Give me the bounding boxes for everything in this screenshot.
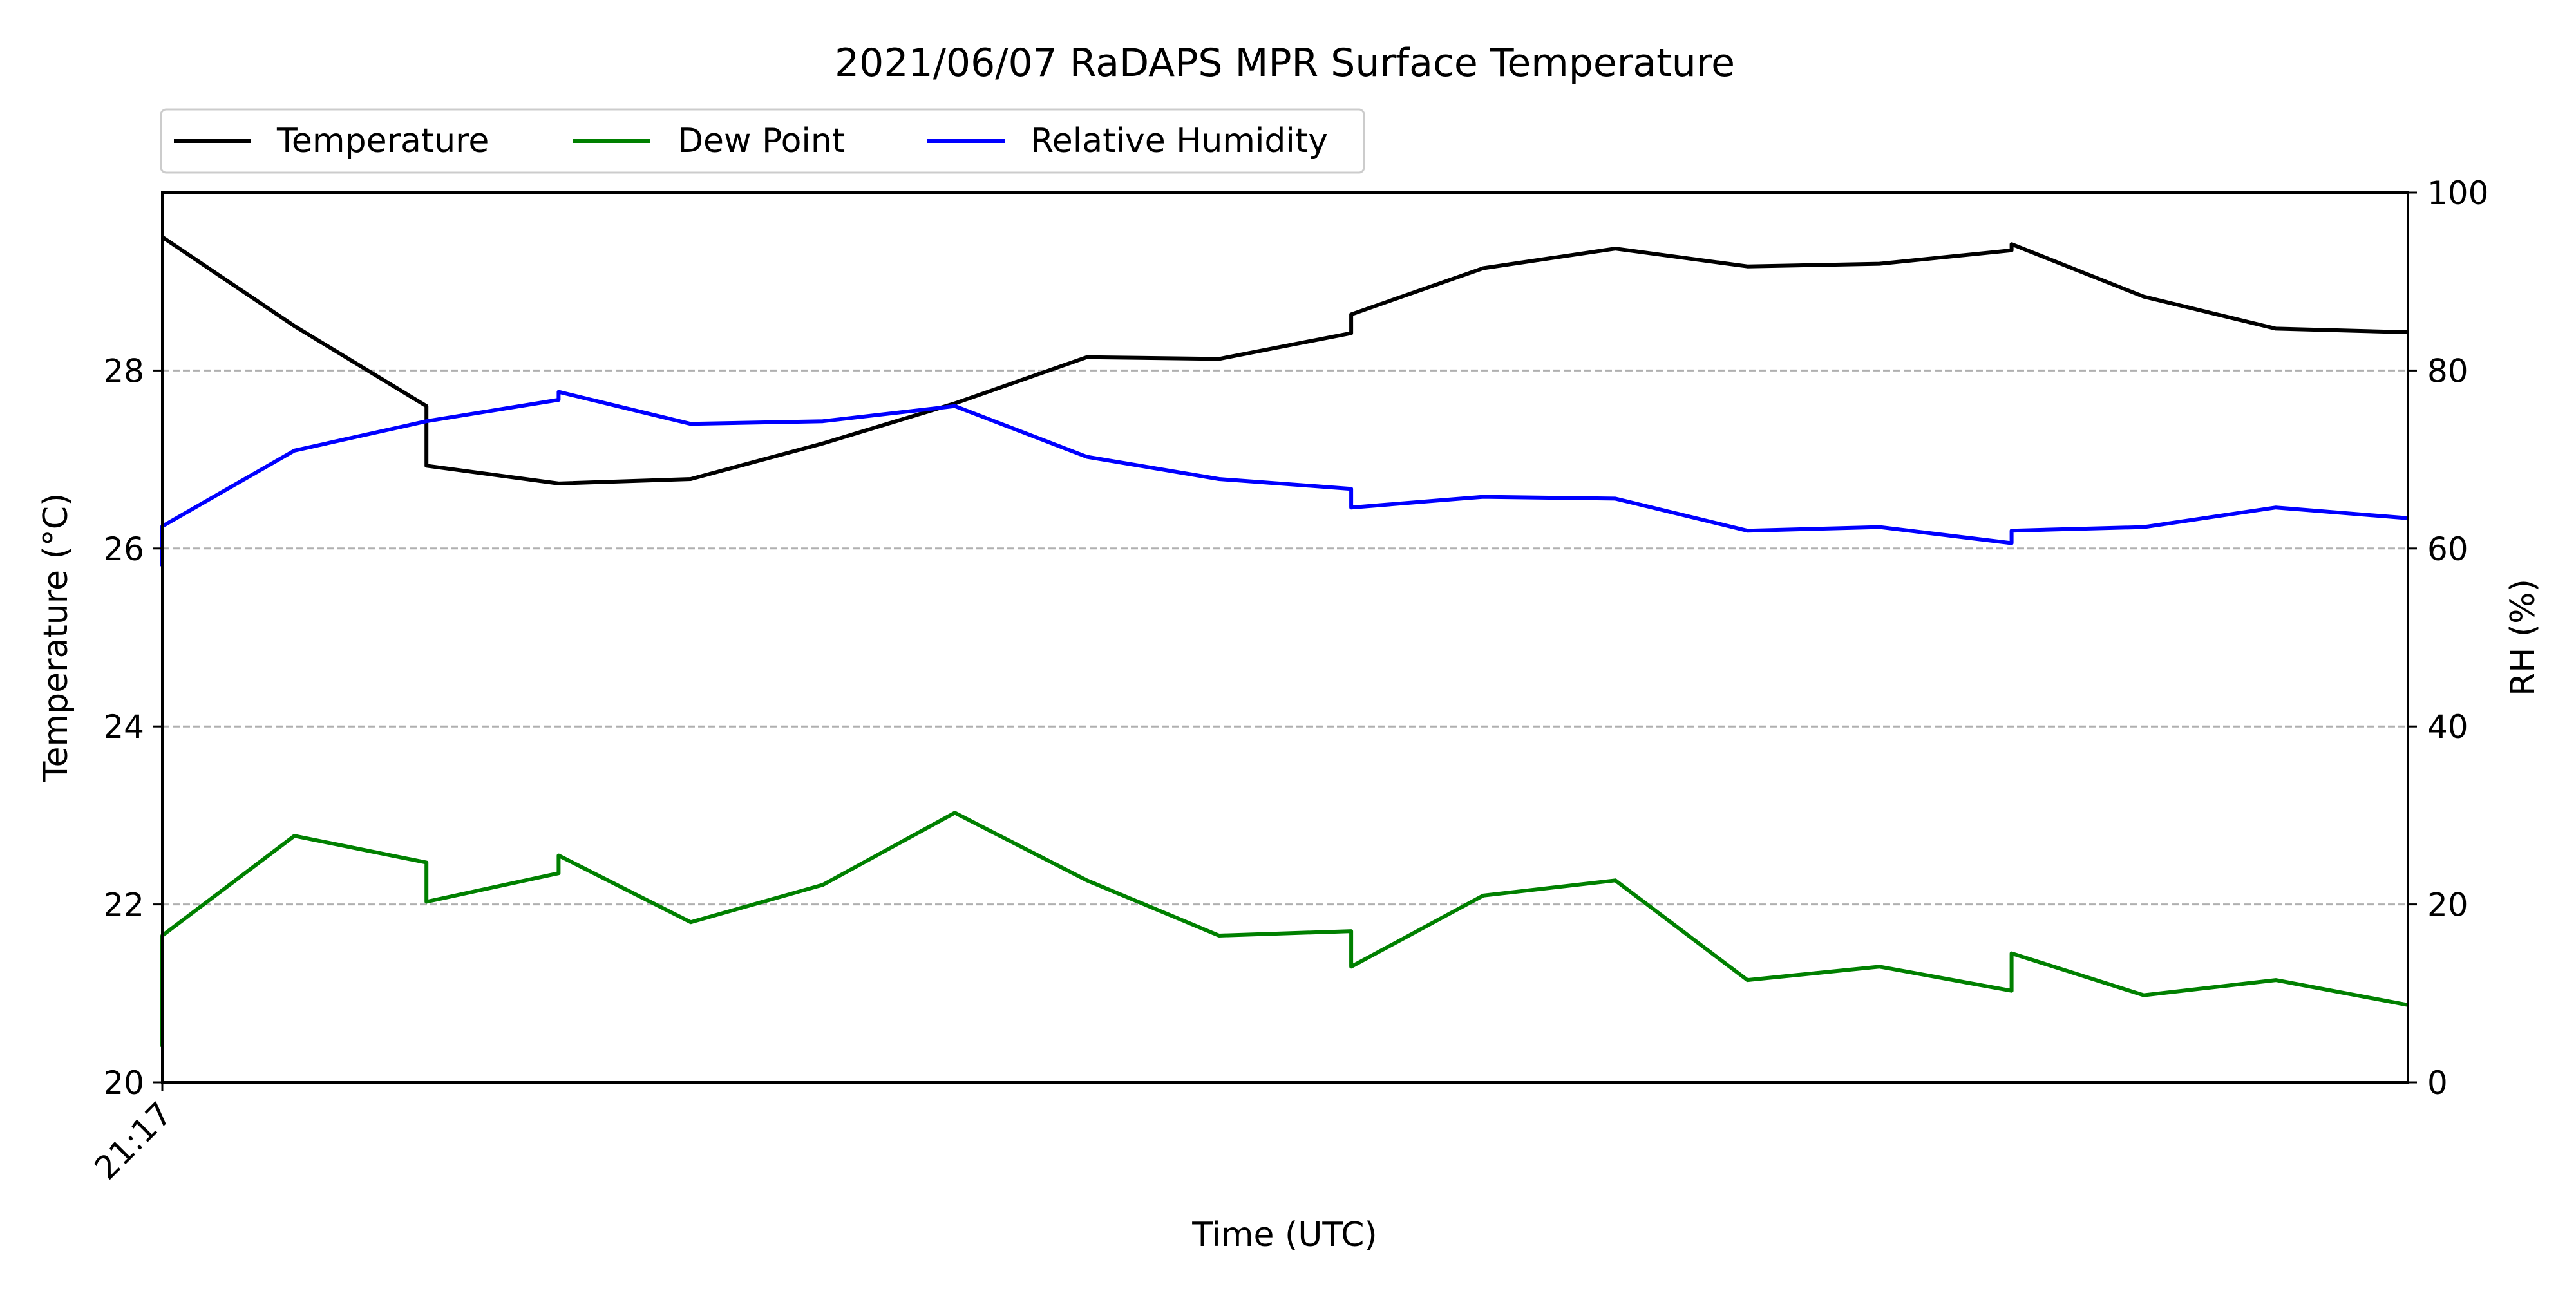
y-right-tick-label: 60: [2427, 531, 2468, 568]
chart-title: 2021/06/07 RaDAPS MPR Surface Temperatur…: [835, 41, 1735, 86]
x-tick-label: 21:17: [88, 1095, 180, 1187]
legend-label-relative-humidity: Relative Humidity: [1030, 122, 1328, 160]
y-right-tick-label: 20: [2427, 887, 2468, 924]
axis-layer: 20 22 24 26 28 0 20 40 60 80 100 21:17: [88, 174, 2489, 1187]
legend-label-dew-point: Dew Point: [677, 122, 845, 160]
y-axis-left-label: Temperature (°C): [37, 493, 75, 783]
plot-frame: [161, 191, 2409, 1084]
y-right-tick-label: 40: [2427, 708, 2468, 746]
y-left-tick-label: 24: [103, 708, 144, 746]
y-right-tick-label: 100: [2427, 174, 2488, 212]
y-left-tick-label: 26: [103, 531, 144, 568]
y-axis-right-label: RH (%): [2504, 579, 2543, 696]
legend: Temperature Dew Point Relative Humidity: [160, 108, 1365, 174]
series-layer: [160, 235, 2409, 1047]
series-line-dew-point: [160, 811, 2409, 1047]
legend-label-temperature: Temperature: [276, 122, 489, 160]
y-right-tick-label: 0: [2427, 1064, 2448, 1102]
series-line-temperature: [161, 235, 2409, 485]
legend-box: [160, 108, 1365, 174]
series-line-relative-humidity: [160, 390, 2409, 567]
y-left-tick-label: 20: [103, 1064, 144, 1102]
y-left-tick-label: 22: [103, 887, 144, 924]
y-left-tick-label: 28: [103, 352, 144, 390]
x-axis-label: Time (UTC): [1191, 1216, 1377, 1254]
y-right-tick-label: 80: [2427, 352, 2468, 390]
